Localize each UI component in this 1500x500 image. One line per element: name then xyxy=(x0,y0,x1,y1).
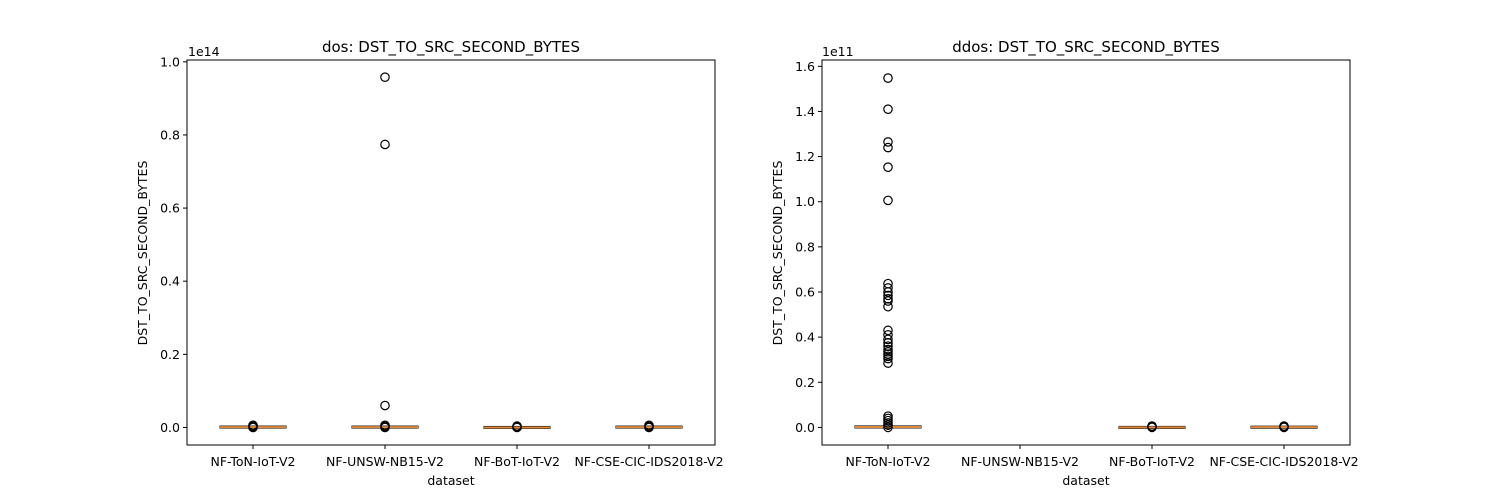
y-tick-label: 1.0 xyxy=(160,54,180,69)
outlier-point xyxy=(883,104,893,114)
box-NF-ToN-IoT-V2 xyxy=(854,73,922,433)
y-tick-label: 0.8 xyxy=(160,127,180,142)
y-offset-label: 1e14 xyxy=(188,44,220,59)
y-tick-label: 0.4 xyxy=(795,330,815,345)
outlier-point xyxy=(883,283,893,293)
outlier-point xyxy=(380,72,390,82)
y-tick-label: 1.2 xyxy=(795,149,815,164)
outlier-point xyxy=(883,337,893,348)
y-tick-label: 1.0 xyxy=(795,194,815,209)
outlier-point xyxy=(248,420,258,431)
box-NF-BoT-IoT-V2 xyxy=(483,421,551,433)
plot-frame xyxy=(186,59,716,446)
outlier-point xyxy=(1147,421,1157,431)
y-tick-label: 1.6 xyxy=(795,59,815,74)
box-NF-CSE-CIC-IDS2018-V2 xyxy=(1250,421,1318,433)
x-tick-label: NF-ToN-IoT-V2 xyxy=(845,454,930,469)
x-tick-label: NF-BoT-IoT-V2 xyxy=(1109,454,1195,469)
y-tick-label: 1.4 xyxy=(795,104,815,119)
chart-title: ddos: DST_TO_SRC_SECOND_BYTES xyxy=(952,38,1220,57)
outlier-point xyxy=(883,353,893,364)
outlier-point xyxy=(883,422,893,433)
outlier-point xyxy=(883,195,893,206)
plot-area-ddos: 0.0 0.2 0.4 0.6 0.8 1.0 1.2 1.4 1.6 NF-ToN-IoT-V2… xyxy=(795,59,1358,469)
plot-area-dos: 0.0 0.2 0.4 0.6 0.8 1.0 NF-ToN-IoT-V2 NF-UNSW-N… xyxy=(160,54,723,469)
x-axis-label: dataset xyxy=(427,473,474,488)
outlier-point xyxy=(380,400,390,411)
chart-dos: dos: DST_TO_SRC_SECOND_BYTES 1e14 DST_TO… xyxy=(135,38,724,488)
chart-title: dos: DST_TO_SRC_SECOND_BYTES xyxy=(322,38,580,57)
outlier-point xyxy=(883,325,893,336)
x-tick-label: NF-CSE-CIC-IDS2018-V2 xyxy=(1209,454,1358,469)
outlier-point xyxy=(380,422,390,433)
y-tick-label: 0.6 xyxy=(795,284,815,299)
outlier-point xyxy=(883,296,893,306)
outlier-point xyxy=(883,162,893,172)
outlier-point xyxy=(883,137,893,147)
x-tick-label: NF-CSE-CIC-IDS2018-V2 xyxy=(574,454,723,469)
box-NF-BoT-IoT-V2 xyxy=(1118,421,1186,433)
outlier-point xyxy=(883,301,893,312)
box-NF-UNSW-NB15-V2 xyxy=(351,72,419,433)
y-axis-label: DST_TO_SRC_SECOND_BYTES xyxy=(770,161,785,346)
y-tick-label: 0.0 xyxy=(160,420,180,435)
box-NF-CSE-CIC-IDS2018-V2 xyxy=(615,420,683,433)
y-tick-label: 0.8 xyxy=(795,239,815,254)
y-offset-label: 1e11 xyxy=(822,44,854,59)
outlier-point xyxy=(644,420,654,431)
y-tick-label: 0.2 xyxy=(160,347,180,362)
y-tick-label: 0.6 xyxy=(160,201,180,216)
y-tick-label: 0.0 xyxy=(795,420,815,435)
outlier-point xyxy=(1279,421,1289,431)
outlier-point xyxy=(883,73,893,83)
outlier-point xyxy=(883,334,893,345)
y-tick-label: 0.4 xyxy=(160,274,180,289)
x-tick-label: NF-ToN-IoT-V2 xyxy=(210,454,295,469)
plot-frame xyxy=(821,59,1351,446)
outlier-point xyxy=(883,358,893,368)
outlier-point xyxy=(512,421,522,431)
x-tick-label: NF-UNSW-NB15-V2 xyxy=(961,454,1079,469)
chart-ddos: ddos: DST_TO_SRC_SECOND_BYTES 1e11 DST_T… xyxy=(770,38,1359,488)
x-axis-label: dataset xyxy=(1062,473,1109,488)
y-axis-label: DST_TO_SRC_SECOND_BYTES xyxy=(135,161,150,346)
outlier-point xyxy=(883,287,893,297)
y-tick-label: 0.2 xyxy=(795,375,815,390)
box-NF-ToN-IoT-V2 xyxy=(219,420,287,433)
x-tick-label: NF-BoT-IoT-V2 xyxy=(474,454,560,469)
x-tick-label: NF-UNSW-NB15-V2 xyxy=(326,454,444,469)
outlier-point xyxy=(883,290,893,301)
outlier-point xyxy=(883,142,893,153)
outlier-point xyxy=(380,139,390,150)
